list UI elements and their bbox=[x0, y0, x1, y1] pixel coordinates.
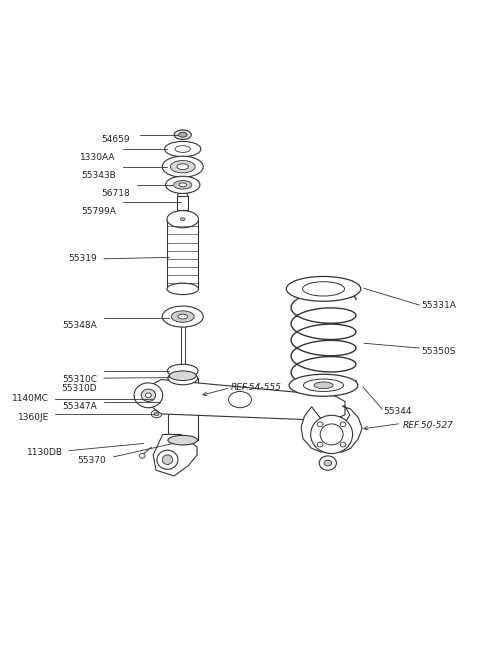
Ellipse shape bbox=[151, 398, 158, 403]
Text: 1330AA: 1330AA bbox=[81, 153, 116, 161]
Ellipse shape bbox=[169, 371, 196, 380]
Ellipse shape bbox=[324, 461, 332, 466]
Text: 55348A: 55348A bbox=[62, 321, 97, 330]
Text: 1130DB: 1130DB bbox=[27, 447, 63, 457]
Ellipse shape bbox=[289, 375, 358, 396]
Text: 55343B: 55343B bbox=[81, 171, 116, 180]
Ellipse shape bbox=[167, 211, 199, 228]
Ellipse shape bbox=[162, 455, 173, 464]
Text: 56718: 56718 bbox=[101, 190, 130, 198]
Ellipse shape bbox=[139, 453, 145, 459]
Text: 55310D: 55310D bbox=[61, 384, 97, 393]
Text: 55347A: 55347A bbox=[62, 402, 97, 411]
Ellipse shape bbox=[320, 424, 343, 445]
Ellipse shape bbox=[177, 164, 189, 169]
Ellipse shape bbox=[168, 364, 198, 378]
Ellipse shape bbox=[178, 314, 188, 319]
Ellipse shape bbox=[162, 156, 203, 177]
Ellipse shape bbox=[162, 306, 203, 327]
Ellipse shape bbox=[154, 412, 159, 416]
Ellipse shape bbox=[165, 142, 201, 157]
Ellipse shape bbox=[145, 393, 151, 398]
Text: REF.54-555: REF.54-555 bbox=[230, 383, 281, 392]
Ellipse shape bbox=[303, 379, 344, 392]
Ellipse shape bbox=[171, 311, 194, 322]
Text: REF.50-527: REF.50-527 bbox=[402, 421, 453, 430]
Text: 55344: 55344 bbox=[383, 407, 412, 416]
Ellipse shape bbox=[168, 436, 198, 445]
Polygon shape bbox=[301, 406, 362, 452]
Ellipse shape bbox=[151, 410, 162, 418]
Text: 55370: 55370 bbox=[78, 456, 107, 465]
Ellipse shape bbox=[144, 396, 149, 401]
Ellipse shape bbox=[302, 281, 345, 296]
Ellipse shape bbox=[134, 383, 163, 407]
Polygon shape bbox=[148, 380, 345, 420]
Ellipse shape bbox=[174, 130, 192, 140]
Ellipse shape bbox=[340, 422, 346, 426]
Text: 54659: 54659 bbox=[102, 135, 130, 144]
Ellipse shape bbox=[317, 422, 323, 426]
Ellipse shape bbox=[175, 146, 191, 152]
Ellipse shape bbox=[340, 442, 346, 447]
Polygon shape bbox=[153, 434, 197, 476]
Ellipse shape bbox=[286, 276, 361, 301]
Ellipse shape bbox=[157, 450, 178, 469]
Text: 55310C: 55310C bbox=[62, 375, 97, 384]
Text: 55350S: 55350S bbox=[421, 348, 456, 356]
Ellipse shape bbox=[179, 133, 187, 137]
Ellipse shape bbox=[167, 283, 199, 295]
Bar bbox=[167, 219, 199, 289]
Ellipse shape bbox=[228, 392, 252, 407]
Ellipse shape bbox=[311, 415, 353, 453]
Ellipse shape bbox=[179, 183, 187, 187]
Ellipse shape bbox=[174, 180, 192, 189]
Ellipse shape bbox=[319, 456, 336, 470]
Text: 1140MC: 1140MC bbox=[12, 394, 49, 403]
Bar bbox=[178, 195, 188, 210]
Ellipse shape bbox=[170, 161, 195, 173]
Ellipse shape bbox=[168, 371, 198, 385]
Ellipse shape bbox=[141, 389, 156, 401]
Ellipse shape bbox=[180, 218, 185, 220]
Text: 55319: 55319 bbox=[68, 255, 97, 263]
Ellipse shape bbox=[317, 442, 323, 447]
Text: 55331A: 55331A bbox=[421, 300, 456, 310]
Ellipse shape bbox=[314, 382, 333, 388]
Ellipse shape bbox=[166, 176, 200, 194]
Bar bbox=[168, 378, 198, 440]
Text: 55799A: 55799A bbox=[81, 207, 116, 216]
Text: 1360JE: 1360JE bbox=[18, 413, 49, 422]
